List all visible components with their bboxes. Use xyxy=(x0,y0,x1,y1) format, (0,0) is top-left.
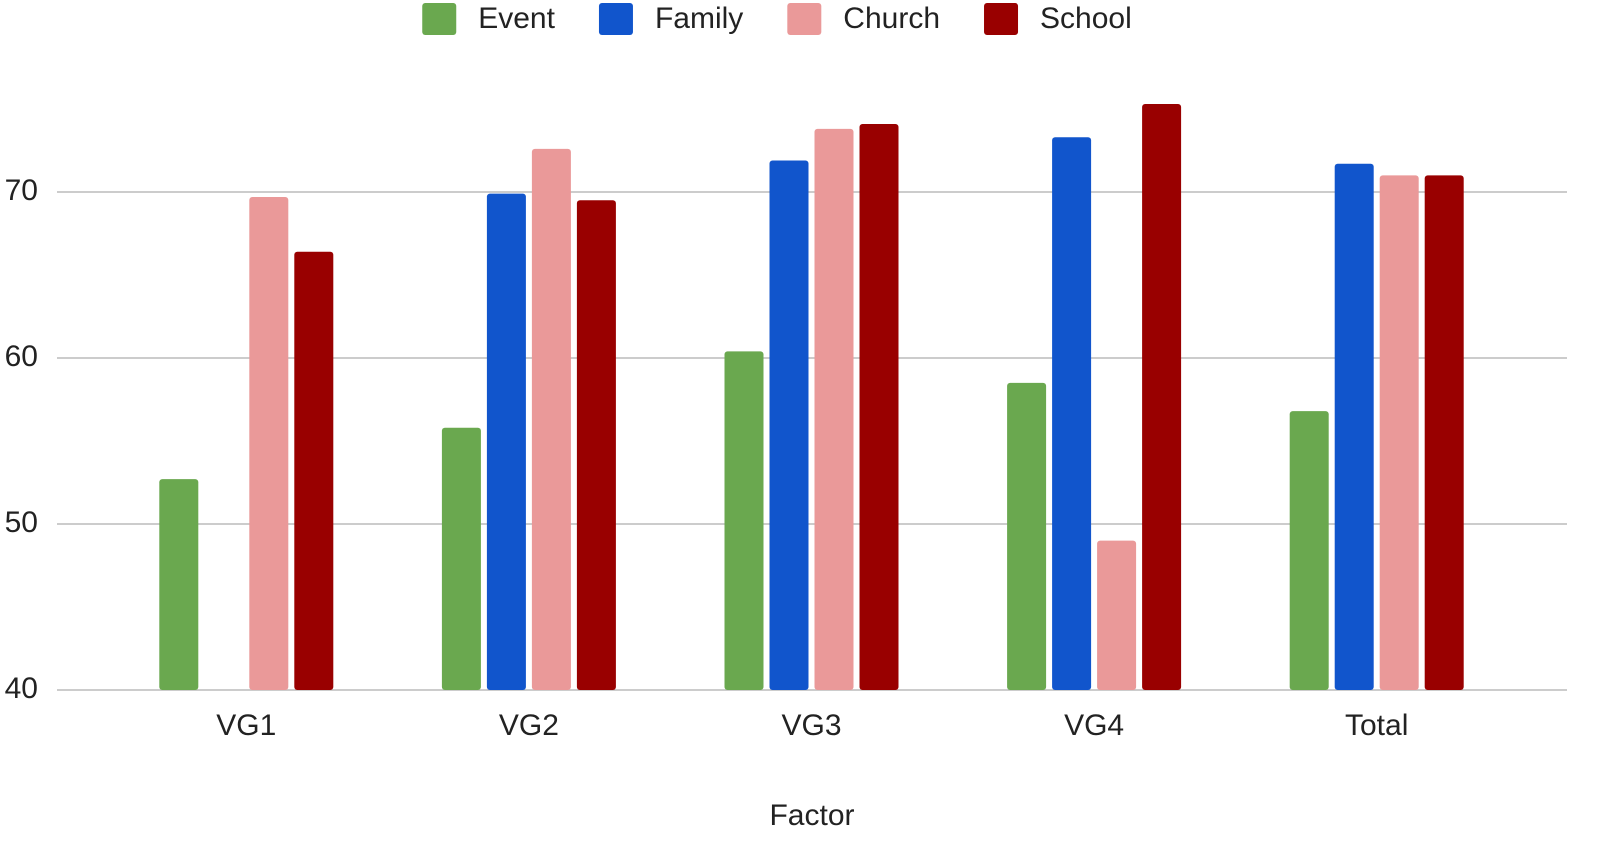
legend-swatch xyxy=(787,3,822,35)
bar xyxy=(1289,411,1329,690)
bar xyxy=(441,427,481,690)
bar xyxy=(249,196,289,691)
y-tick-label: 40 xyxy=(5,672,38,705)
y-tick-label: 70 xyxy=(5,174,38,207)
bar xyxy=(159,479,199,690)
bar xyxy=(486,193,526,690)
legend-label: Event xyxy=(478,2,555,35)
bar xyxy=(1334,163,1374,690)
legend-swatch xyxy=(422,3,457,35)
legend: Event Family Church School xyxy=(422,2,1132,35)
legend-label: Family xyxy=(655,2,743,35)
y-tick-label: 60 xyxy=(5,340,38,373)
x-axis-title: Factor xyxy=(769,799,854,832)
bar xyxy=(576,200,616,691)
x-tick-label: VG4 xyxy=(1064,709,1124,742)
legend-swatch xyxy=(598,3,633,35)
legend-label: School xyxy=(1040,2,1132,35)
bar xyxy=(531,148,571,691)
bar xyxy=(294,251,334,690)
bar xyxy=(1052,137,1092,691)
bar xyxy=(814,128,854,691)
bar xyxy=(724,351,764,690)
bar xyxy=(1007,382,1047,690)
x-tick-label: VG2 xyxy=(499,709,559,742)
legend-label: Church xyxy=(843,2,940,35)
x-tick-label: VG3 xyxy=(781,709,841,742)
bar xyxy=(1142,104,1182,690)
bar xyxy=(769,160,809,690)
x-tick-label: VG1 xyxy=(216,709,276,742)
legend-swatch xyxy=(984,3,1019,35)
bar xyxy=(1097,540,1137,690)
y-tick-label: 50 xyxy=(5,506,38,539)
bar xyxy=(1424,175,1464,690)
bar xyxy=(1379,175,1419,690)
bar xyxy=(859,123,899,690)
x-tick-label: Total xyxy=(1345,709,1408,742)
